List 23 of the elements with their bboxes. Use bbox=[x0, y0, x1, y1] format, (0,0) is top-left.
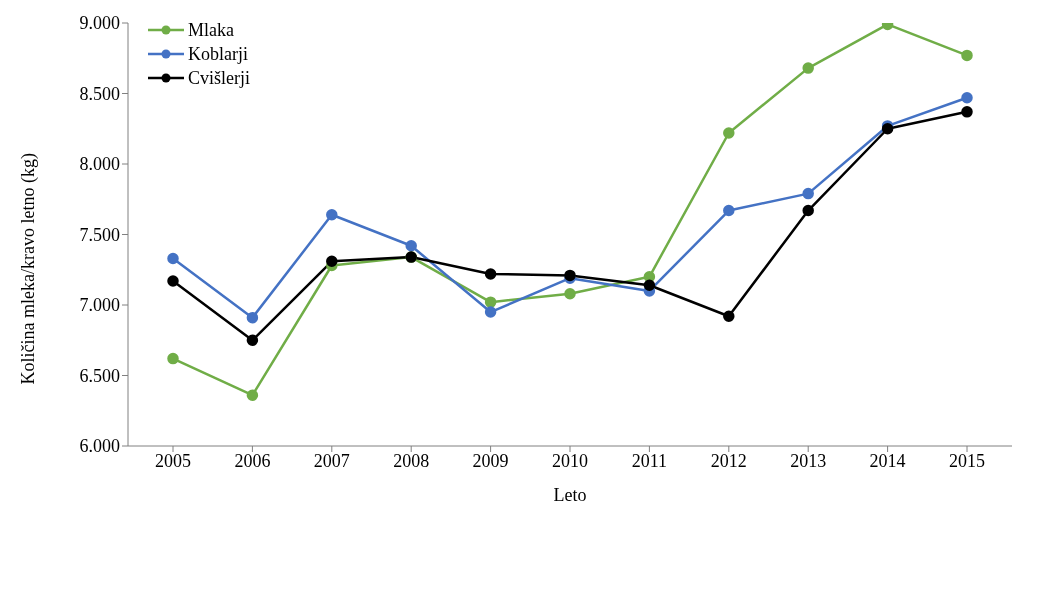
y-tick-label: 8.500 bbox=[79, 83, 120, 104]
x-tick-label: 2012 bbox=[710, 450, 747, 471]
x-tick-label: 2005 bbox=[155, 450, 191, 471]
x-tick-label: 2011 bbox=[631, 450, 668, 471]
x-axis-title: Leto bbox=[553, 485, 587, 505]
x-tick-label: 2008 bbox=[393, 450, 430, 471]
x-tick-label: 2015 bbox=[949, 450, 985, 471]
x-tick-label: 2006 bbox=[234, 450, 271, 471]
legend-label: Mlaka bbox=[188, 19, 234, 42]
x-tick-label: 2014 bbox=[869, 450, 906, 471]
y-tick-label: 7.000 bbox=[79, 295, 120, 316]
y-tick-label: 9.000 bbox=[79, 13, 120, 34]
y-axis-title: Količina mleka/kravo letno (kg) bbox=[18, 153, 40, 385]
y-tick-label: 6.500 bbox=[79, 365, 120, 386]
x-tick-label: 2009 bbox=[472, 450, 509, 471]
x-tick-label: 2010 bbox=[552, 450, 588, 471]
x-tick-label: 2013 bbox=[790, 450, 827, 471]
legend-label: Cvišlerji bbox=[188, 67, 250, 90]
legend-label: Koblarji bbox=[188, 43, 248, 66]
y-tick-label: 6.000 bbox=[79, 436, 120, 457]
y-tick-label: 7.500 bbox=[79, 224, 120, 245]
x-tick-label: 2007 bbox=[313, 450, 350, 471]
y-tick-label: 8.000 bbox=[79, 154, 120, 175]
